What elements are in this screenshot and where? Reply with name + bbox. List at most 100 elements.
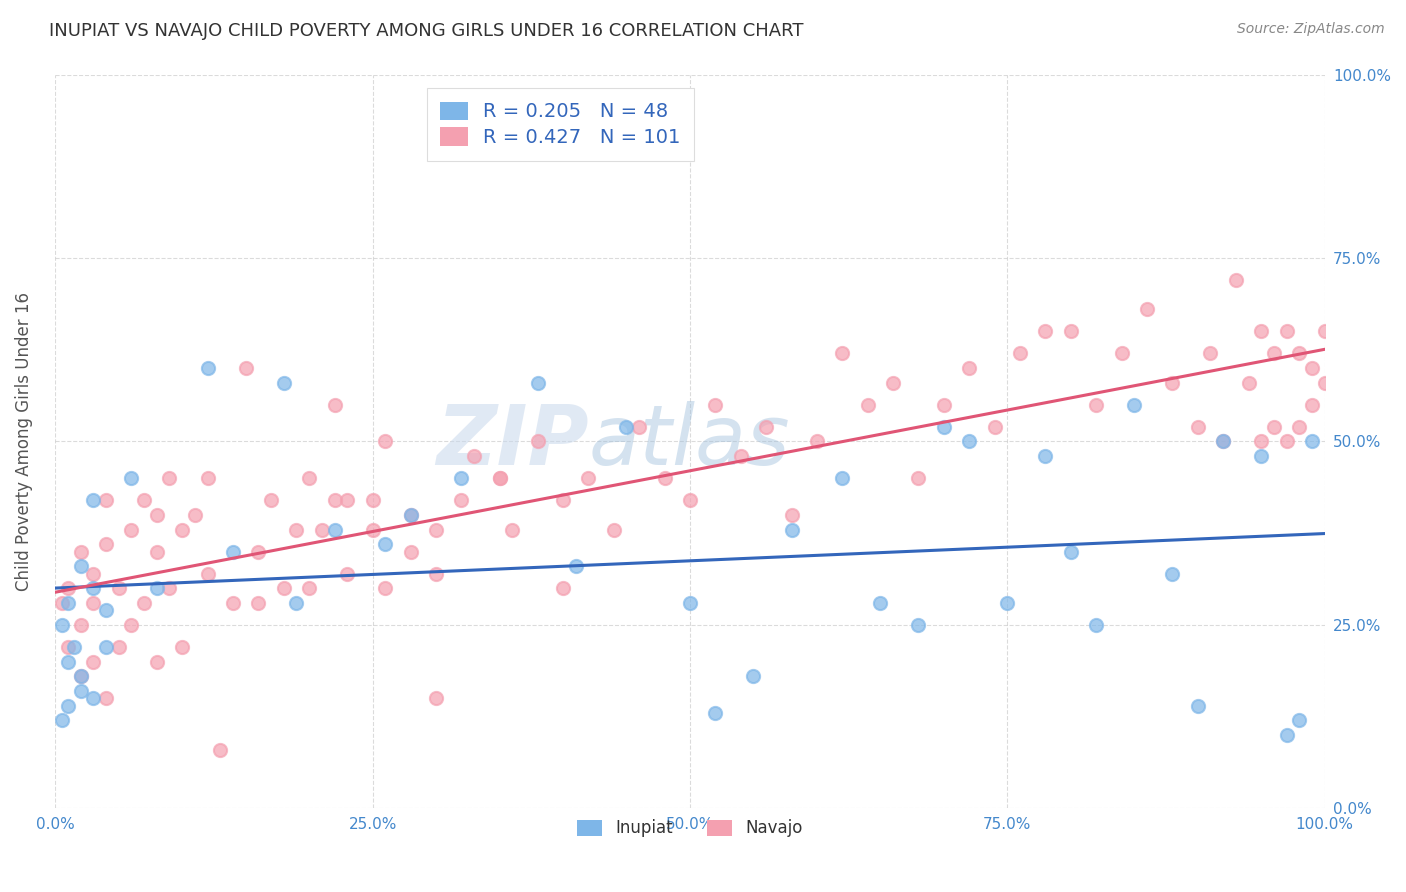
Point: [94, 493, 117, 508]
Point: [69, 669, 91, 683]
Point: [69, 544, 91, 558]
Point: [222, 596, 245, 610]
Point: [323, 398, 346, 412]
Point: [983, 419, 1005, 434]
Point: [679, 596, 702, 610]
Point: [488, 471, 510, 485]
Point: [616, 419, 638, 434]
Point: [1275, 728, 1298, 742]
Point: [94, 603, 117, 617]
Point: [51, 618, 73, 632]
Point: [51, 714, 73, 728]
Point: [399, 508, 422, 522]
Point: [197, 566, 219, 581]
Point: [1187, 419, 1209, 434]
Point: [1313, 376, 1336, 390]
Point: [56, 581, 79, 595]
Y-axis label: Child Poverty Among Girls Under 16: Child Poverty Among Girls Under 16: [15, 292, 32, 591]
Point: [1288, 419, 1310, 434]
Point: [1288, 346, 1310, 360]
Point: [209, 743, 232, 757]
Point: [222, 544, 245, 558]
Point: [197, 471, 219, 485]
Point: [1212, 434, 1234, 449]
Point: [806, 434, 828, 449]
Point: [361, 523, 384, 537]
Point: [235, 361, 257, 376]
Point: [159, 471, 181, 485]
Point: [247, 544, 270, 558]
Point: [831, 346, 853, 360]
Point: [336, 566, 359, 581]
Point: [1035, 325, 1057, 339]
Point: [425, 691, 447, 706]
Point: [1060, 325, 1083, 339]
Point: [742, 669, 765, 683]
Point: [1250, 325, 1272, 339]
Point: [197, 361, 219, 376]
Text: Source: ZipAtlas.com: Source: ZipAtlas.com: [1237, 22, 1385, 37]
Point: [526, 434, 548, 449]
Point: [82, 581, 104, 595]
Point: [704, 706, 727, 720]
Point: [146, 544, 169, 558]
Point: [107, 581, 129, 595]
Point: [69, 669, 91, 683]
Point: [399, 544, 422, 558]
Point: [323, 493, 346, 508]
Point: [56, 640, 79, 654]
Point: [1301, 361, 1323, 376]
Point: [1187, 698, 1209, 713]
Point: [82, 691, 104, 706]
Point: [831, 471, 853, 485]
Point: [132, 596, 155, 610]
Point: [63, 640, 86, 654]
Point: [957, 361, 980, 376]
Point: [120, 523, 142, 537]
Point: [361, 493, 384, 508]
Point: [159, 581, 181, 595]
Point: [1161, 376, 1184, 390]
Point: [450, 493, 472, 508]
Point: [82, 493, 104, 508]
Point: [1288, 714, 1310, 728]
Point: [172, 640, 194, 654]
Point: [82, 596, 104, 610]
Point: [628, 419, 651, 434]
Point: [755, 419, 778, 434]
Point: [146, 508, 169, 522]
Text: INUPIAT VS NAVAJO CHILD POVERTY AMONG GIRLS UNDER 16 CORRELATION CHART: INUPIAT VS NAVAJO CHILD POVERTY AMONG GI…: [49, 22, 804, 40]
Point: [374, 537, 396, 551]
Point: [298, 581, 321, 595]
Point: [56, 698, 79, 713]
Point: [1212, 434, 1234, 449]
Point: [679, 493, 702, 508]
Point: [107, 640, 129, 654]
Point: [56, 596, 79, 610]
Point: [260, 493, 283, 508]
Point: [82, 566, 104, 581]
Point: [1275, 325, 1298, 339]
Point: [995, 596, 1018, 610]
Point: [172, 523, 194, 537]
Point: [704, 398, 727, 412]
Point: [374, 434, 396, 449]
Point: [856, 398, 879, 412]
Point: [1263, 419, 1285, 434]
Point: [654, 471, 676, 485]
Point: [1250, 434, 1272, 449]
Point: [146, 581, 169, 595]
Point: [450, 471, 472, 485]
Point: [1060, 544, 1083, 558]
Point: [882, 376, 904, 390]
Point: [1237, 376, 1260, 390]
Point: [1035, 449, 1057, 463]
Point: [1313, 325, 1336, 339]
Point: [907, 471, 929, 485]
Point: [1008, 346, 1031, 360]
Point: [298, 471, 321, 485]
Point: [94, 537, 117, 551]
Point: [120, 471, 142, 485]
Point: [285, 523, 308, 537]
Point: [1085, 618, 1108, 632]
